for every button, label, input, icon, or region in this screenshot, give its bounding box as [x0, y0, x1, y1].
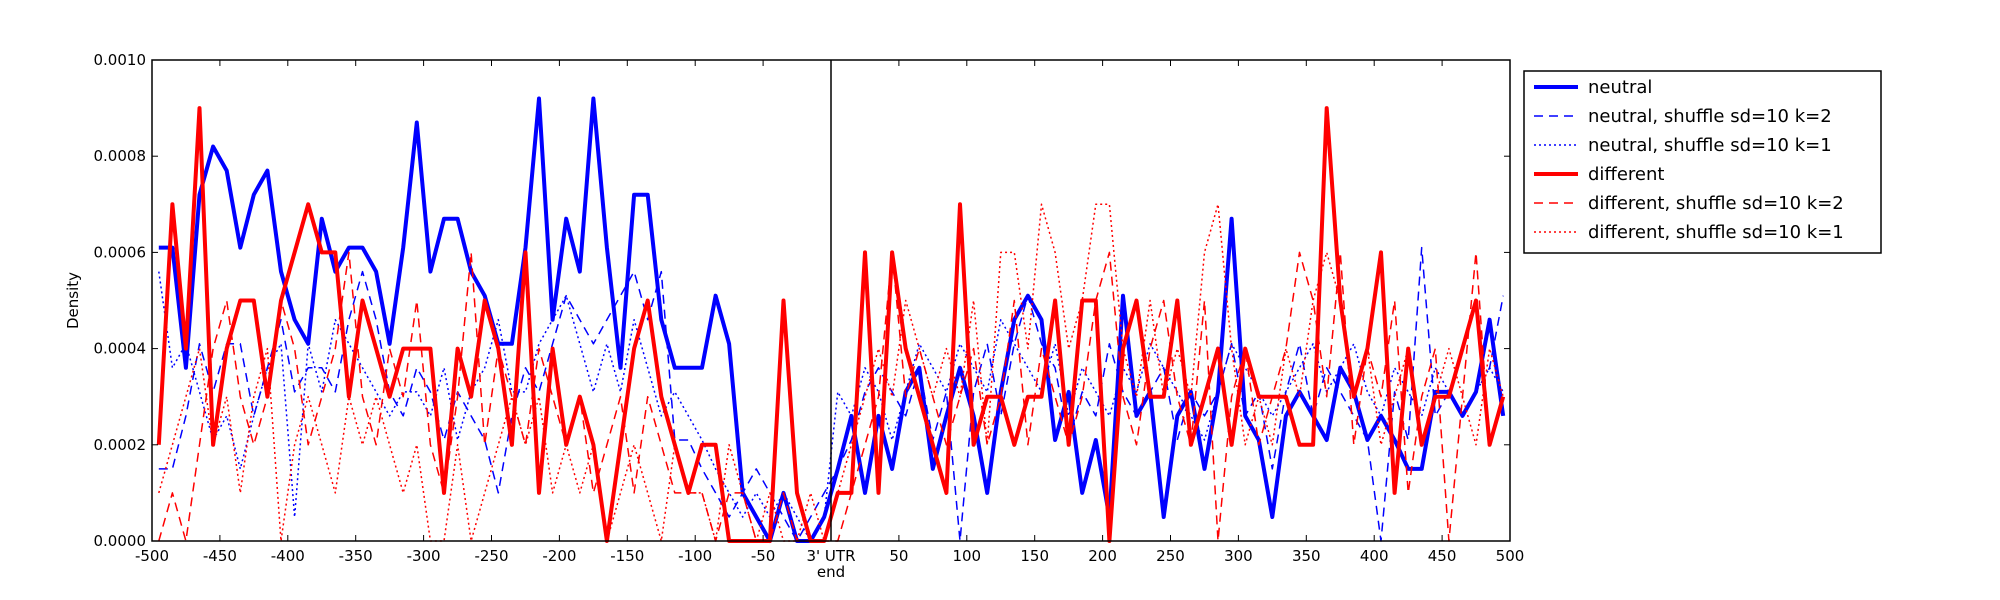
x-tick-label: 50: [889, 547, 908, 565]
legend-label: different: [1588, 164, 1664, 185]
x-axis-label: end: [817, 563, 845, 581]
x-tick-label: 3' UTR: [807, 547, 856, 565]
legend-label: neutral, shuffle sd=10 k=1: [1588, 135, 1832, 156]
legend: neutral neutral, shuffle sd=10 k=2 neutral…: [1523, 70, 1882, 254]
x-tick-label: -50: [751, 547, 776, 565]
x-tick-label: 350: [1292, 547, 1321, 565]
x-tick-label: 400: [1360, 547, 1389, 565]
x-tick-label: 300: [1224, 547, 1253, 565]
x-tick-label: -450: [203, 547, 237, 565]
x-tick-label: -300: [407, 547, 441, 565]
y-tick-label: 0.0000: [94, 532, 147, 550]
y-tick-label: 0.0010: [94, 51, 147, 69]
y-tick-label: 0.0004: [94, 340, 147, 358]
y-tick-label: 0.0002: [94, 436, 147, 454]
x-tick-label: -250: [474, 547, 508, 565]
x-tick-label: -400: [271, 547, 305, 565]
legend-label: neutral: [1588, 77, 1652, 98]
x-tick-label: 250: [1156, 547, 1185, 565]
series-line-3: [158, 271, 1504, 542]
x-tick-label: 150: [1020, 547, 1049, 565]
y-tick-label: 0.0008: [94, 147, 147, 165]
x-tick-label: -100: [678, 547, 712, 565]
y-tick-label: 0.0006: [94, 243, 147, 261]
x-tick-label: -350: [339, 547, 373, 565]
legend-label: different, shuffle sd=10 k=1: [1588, 222, 1844, 243]
x-tick-label: 500: [1496, 547, 1525, 565]
x-tick-label: -500: [135, 547, 169, 565]
x-tick-label: 100: [952, 547, 981, 565]
x-tick-label: -150: [610, 547, 644, 565]
legend-frame: [1523, 70, 1882, 254]
x-tick-label: 450: [1428, 547, 1457, 565]
y-axis: 0.0000 0.0002 0.0004 0.0006 0.0008 0.0010: [94, 51, 1510, 550]
x-tick-label: 200: [1088, 547, 1117, 565]
y-axis-label: Density: [64, 272, 82, 329]
series-line-5: [158, 251, 1504, 542]
x-tick-label: -200: [542, 547, 576, 565]
legend-label: neutral, shuffle sd=10 k=2: [1588, 106, 1832, 127]
x-axis: -500 -450 -400 -350 -300 -250 -200 -150 -100 -50 3…: [135, 60, 1524, 565]
legend-label: different, shuffle sd=10 k=2: [1588, 193, 1844, 214]
